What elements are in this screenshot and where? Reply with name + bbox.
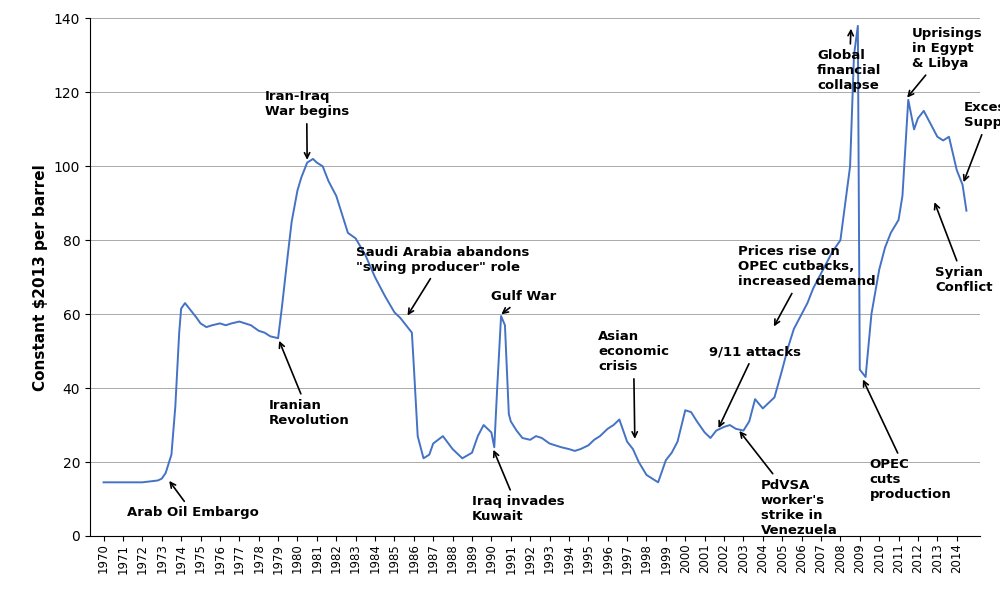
Text: Arab Oil Embargo: Arab Oil Embargo xyxy=(127,482,259,519)
Text: Gulf War: Gulf War xyxy=(491,290,557,313)
Text: Syrian
Conflict: Syrian Conflict xyxy=(935,204,993,294)
Text: Saudi Arabia abandons
"swing producer" role: Saudi Arabia abandons "swing producer" r… xyxy=(356,246,529,314)
Text: Uprisings
in Egypt
& Libya: Uprisings in Egypt & Libya xyxy=(908,27,983,96)
Y-axis label: Constant $2013 per barrel: Constant $2013 per barrel xyxy=(33,164,48,391)
Text: Iraq invades
Kuwait: Iraq invades Kuwait xyxy=(472,452,565,523)
Text: Iran-Iraq
War begins: Iran-Iraq War begins xyxy=(265,91,349,158)
Text: Prices rise on
OPEC cutbacks,
increased demand: Prices rise on OPEC cutbacks, increased … xyxy=(738,245,875,325)
Text: Global
financial
collapse: Global financial collapse xyxy=(817,31,881,92)
Text: Iranian
Revolution: Iranian Revolution xyxy=(268,342,349,427)
Text: Asian
economic
crisis: Asian economic crisis xyxy=(598,330,669,437)
Text: Excess
Supply: Excess Supply xyxy=(964,102,1000,180)
Text: PdVSA
worker's
strike in
Venezuela: PdVSA worker's strike in Venezuela xyxy=(740,432,838,537)
Text: OPEC
cuts
production: OPEC cuts production xyxy=(864,381,951,501)
Text: 9/11 attacks: 9/11 attacks xyxy=(709,346,801,426)
